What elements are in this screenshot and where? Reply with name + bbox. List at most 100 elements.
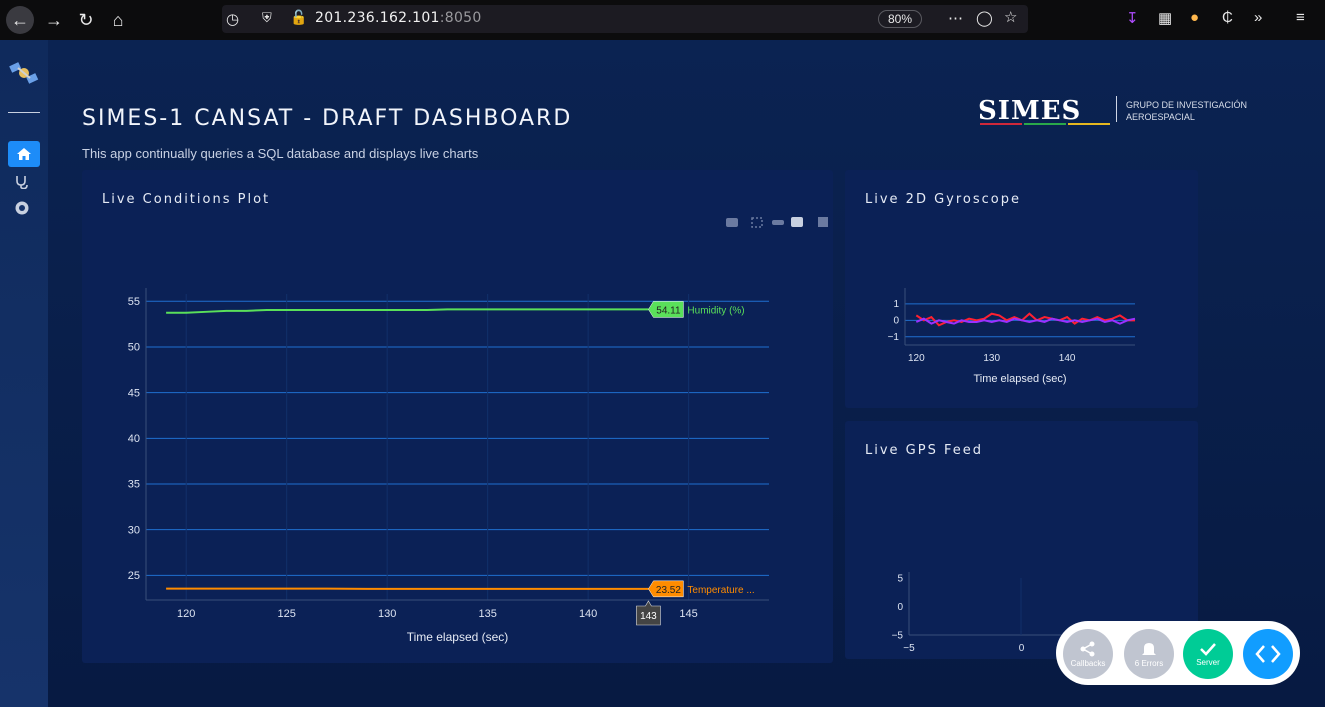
y-tick-label: 40	[128, 433, 140, 445]
insecure-lock-icon[interactable]: 🔓	[290, 9, 308, 25]
logo-stripe-green	[1024, 123, 1066, 125]
overflow-icon[interactable]: »	[1254, 9, 1263, 26]
x-tick-label: 120	[177, 608, 195, 620]
download-icon[interactable]: ↧	[1126, 10, 1139, 27]
tracking-shield-icon[interactable]: ⛨	[262, 10, 272, 25]
server-label: Server	[1196, 657, 1220, 667]
y-tick-label: 0	[897, 602, 903, 613]
extension-icon[interactable]: ₵	[1222, 9, 1233, 26]
pocket-icon[interactable]: ◯	[976, 10, 993, 27]
dash-debug-menu: Callbacks 6 Errors Server	[1056, 621, 1300, 685]
callbacks-button[interactable]: Callbacks	[1063, 629, 1113, 679]
url-bar[interactable]: ◷ ⛨ 🔓 201.236.162.101:8050 80% ⋯ ◯ ☆	[222, 5, 1028, 33]
y-tick-label: 50	[128, 342, 140, 354]
bookmark-star-icon[interactable]: ☆	[1004, 9, 1018, 26]
y-tick-label: 45	[128, 387, 140, 399]
logo-tagline-line-2: AEROESPACIAL	[1126, 112, 1195, 122]
code-brackets-icon	[1255, 645, 1281, 663]
x-axis-title: Time elapsed (sec)	[973, 373, 1066, 385]
reader-view-icon[interactable]: ▦	[1158, 10, 1173, 27]
logo-divider	[1116, 96, 1117, 122]
logo-stripe-yellow	[1068, 123, 1110, 125]
hover-label-box-1	[648, 301, 684, 318]
zoom-indicator[interactable]: 80%	[878, 10, 923, 28]
x-tick-label: 0	[1019, 643, 1025, 654]
main-content: SIMES-1 CANSAT - DRAFT DASHBOARD This ap…	[48, 40, 1325, 707]
hover-x-label-box	[636, 600, 661, 626]
x-tick-label: 135	[478, 608, 496, 620]
logo-stripe-red	[980, 123, 1022, 125]
gyroscope-card: Live 2D Gyroscope 1 0 −1 120 130 140 Time elap…	[845, 170, 1198, 408]
stethoscope-icon[interactable]	[15, 175, 29, 189]
sidebar-divider	[8, 112, 40, 113]
errors-button[interactable]: 6 Errors	[1124, 629, 1174, 679]
hover-x-label: 143	[640, 611, 657, 622]
spike-lines-icon[interactable]	[772, 220, 784, 225]
toggle-debug-button[interactable]	[1243, 629, 1293, 679]
x-tick-label: 120	[908, 353, 925, 364]
home-icon	[17, 148, 31, 160]
checkmark-icon	[1200, 642, 1216, 656]
logo-tagline-line-1: GRUPO DE INVESTIGACIÓN	[1126, 100, 1248, 110]
home-button[interactable]: ⌂	[112, 9, 124, 30]
y-tick-label: 5	[897, 573, 903, 584]
y-tick-label: −1	[888, 332, 900, 343]
conditions-card: Live Conditions Plot 25 30 35 40 45 50 55 120 12…	[82, 170, 833, 663]
camera-icon[interactable]	[726, 218, 738, 227]
x-tick-label: 130	[378, 608, 396, 620]
y-tick-label: 1	[893, 299, 899, 310]
y-tick-label: 30	[128, 524, 140, 536]
y-tick-label: 25	[128, 570, 140, 582]
series-line-1	[166, 308, 649, 314]
conditions-card-title: Live Conditions Plot	[102, 192, 271, 207]
errors-label: 6 Errors	[1134, 658, 1164, 668]
plotly-logo-icon[interactable]	[818, 217, 828, 227]
plotly-modebar	[726, 217, 828, 228]
page-actions-icon[interactable]: ⋯	[948, 10, 963, 27]
x-tick-label: 145	[679, 608, 697, 620]
menu-icon[interactable]: ≡	[1296, 9, 1305, 26]
y-tick-label: 0	[893, 316, 899, 327]
gyroscope-chart[interactable]: 1 0 −1 120 130 140 Time elapsed (sec)	[845, 170, 1198, 408]
y-tick-label: 55	[128, 296, 140, 308]
reload-button[interactable]: ↻	[78, 9, 94, 30]
hover-value-label: 54.11	[656, 305, 681, 316]
page-title: SIMES-1 CANSAT - DRAFT DASHBOARD	[82, 106, 573, 131]
x-tick-label: 125	[277, 608, 295, 620]
back-button[interactable]: ←	[6, 6, 34, 34]
account-icon[interactable]: ●	[1190, 9, 1200, 26]
logo-tagline: GRUPO DE INVESTIGACIÓN AEROESPACIAL	[1126, 99, 1256, 123]
x-tick-label: 140	[1059, 353, 1076, 364]
hover-label-box-2	[648, 580, 684, 598]
series-line-2	[915, 317, 1136, 325]
url-text[interactable]: 201.236.162.101:8050	[315, 10, 482, 26]
gps-card-title: Live GPS Feed	[865, 443, 983, 458]
y-tick-label: 35	[128, 479, 140, 491]
compare-hover-icon[interactable]	[791, 217, 803, 227]
hover-value-label: 23.52	[656, 585, 681, 596]
url-host: 201.236.162.101	[315, 10, 440, 26]
sidebar	[0, 40, 48, 707]
forward-button[interactable]: →	[45, 9, 63, 30]
sidebar-item-home[interactable]	[8, 141, 40, 167]
hover-series-name: Humidity (%)	[687, 305, 744, 316]
page-subtitle: This app continually queries a SQL datab…	[82, 146, 479, 161]
satellite-logo-icon	[9, 62, 39, 84]
github-icon[interactable]	[15, 201, 29, 215]
server-button[interactable]: Server	[1183, 629, 1233, 679]
gyroscope-card-title: Live 2D Gyroscope	[865, 192, 1021, 207]
gps-card: Live GPS Feed 50−5−505X axis	[845, 421, 1198, 659]
bell-icon	[1142, 642, 1156, 655]
zoom-icon[interactable]	[751, 217, 763, 228]
share-icon	[1080, 641, 1095, 656]
conditions-chart[interactable]: 25 30 35 40 45 50 55 120 125 130 135 140 145 Time ela…	[82, 170, 833, 663]
x-axis-title: Time elapsed (sec)	[407, 630, 509, 644]
y-tick-label: −5	[892, 630, 904, 641]
history-icon[interactable]: ◷	[226, 11, 240, 28]
callbacks-label: Callbacks	[1070, 658, 1106, 668]
logo-wordmark: SIMES	[978, 96, 1082, 126]
hover-series-name: Temperature ...	[687, 585, 754, 596]
x-tick-label: 130	[983, 353, 1000, 364]
x-tick-label: 140	[579, 608, 597, 620]
url-port: :8050	[439, 10, 482, 26]
